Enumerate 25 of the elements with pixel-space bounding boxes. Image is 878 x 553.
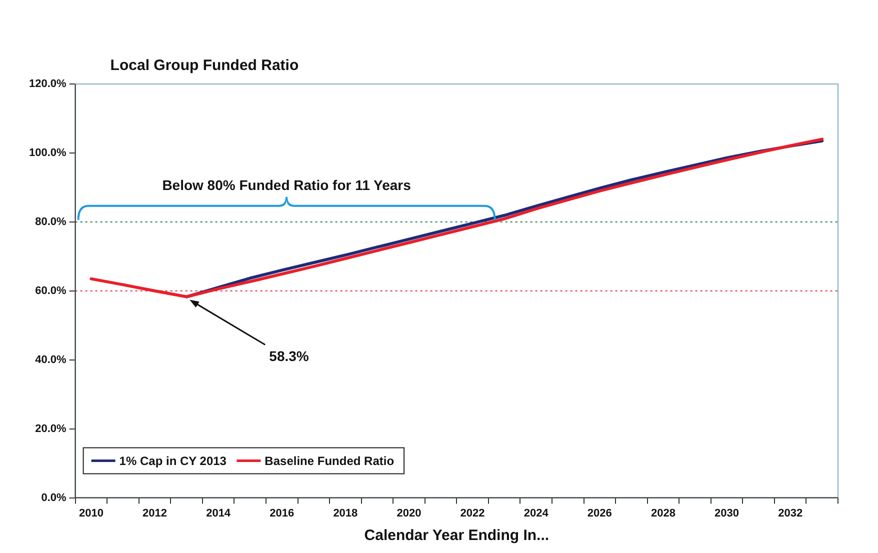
- x-tick-label: 2022: [460, 507, 485, 520]
- x-tick-label: 2016: [270, 507, 294, 520]
- x-tick-label: 2024: [524, 507, 550, 520]
- x-axis-title: Calendar Year Ending In...: [364, 527, 550, 544]
- legend-label: Baseline Funded Ratio: [264, 454, 394, 468]
- chart-title: Local Group Funded Ratio: [110, 57, 299, 74]
- y-tick-label: 80.0%: [35, 216, 67, 228]
- legend-label: 1% Cap in CY 2013: [119, 454, 227, 468]
- x-tick-label: 2012: [142, 507, 167, 520]
- annotation: Below 80% Funded Ratio for 11 Years: [162, 176, 412, 193]
- y-tick-label: 40.0%: [35, 354, 67, 366]
- x-tick-label: 2020: [396, 507, 422, 520]
- x-tick-label: 2014: [206, 507, 232, 520]
- x-tick-label: 2018: [333, 507, 358, 520]
- annotation: 58.3%: [269, 348, 310, 364]
- x-tick-label: 2010: [78, 507, 104, 520]
- y-tick-label: 60.0%: [35, 284, 67, 297]
- y-tick-label: 20.0%: [35, 422, 67, 435]
- x-tick-label: 2032: [778, 507, 803, 520]
- y-tick-label: 100.0%: [28, 147, 67, 159]
- x-tick-label: 2026: [587, 507, 612, 520]
- x-tick-label: 2030: [714, 507, 740, 520]
- x-tick-label: 2028: [650, 507, 676, 520]
- y-tick-label: 120.0%: [28, 78, 67, 90]
- y-tick-label: 0.0%: [41, 492, 67, 504]
